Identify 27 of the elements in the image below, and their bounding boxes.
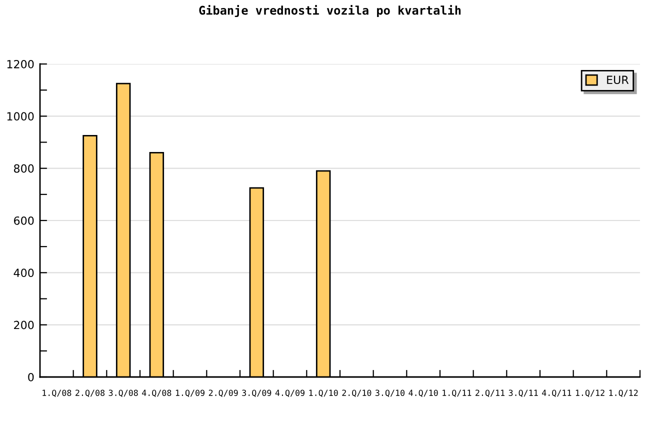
x-tick-label: 4.Q/10	[408, 390, 438, 397]
y-tick-label: 1200	[7, 60, 34, 68]
x-tick-label: 2.Q/08	[76, 390, 105, 397]
x-tick-label: 4.Q/08	[142, 390, 172, 397]
x-tick-label: 4.Q/09	[275, 390, 304, 397]
x-tick-label: 1.Q/11	[442, 390, 472, 397]
x-tick-label: 2.Q/11	[476, 390, 504, 397]
chart-title: Gibanje vrednosti vozila po kvartalih	[199, 4, 461, 18]
x-tick-label: 3.Q/08	[108, 390, 138, 397]
y-tick-label: 600	[14, 216, 34, 225]
legend-label: EUR	[607, 76, 629, 84]
x-tick-label: 1.Q/08	[42, 390, 72, 397]
y-tick-label: 1000	[7, 112, 34, 121]
x-tick-label: 1.Q/12	[609, 390, 638, 397]
x-tick-label: 4.Q/11	[542, 390, 572, 397]
y-tick-label: 400	[14, 268, 34, 278]
x-tick-label: 2.Q/10	[342, 390, 372, 397]
x-tick-label: 3.Q/09	[242, 390, 272, 397]
y-tick-label: 0	[28, 372, 34, 382]
x-tick-label: 1.Q/09	[176, 390, 204, 397]
x-tick-label: 2.Q/09	[208, 390, 238, 397]
x-tick-label: 1.Q/12	[576, 390, 604, 397]
y-tick-label: 800	[14, 164, 34, 173]
x-tick-label: 3.Q/10	[376, 390, 405, 397]
x-tick-label: 1.Q/10	[309, 390, 338, 397]
y-tick-label: 200	[14, 320, 34, 330]
x-tick-label: 3.Q/11	[508, 390, 538, 397]
